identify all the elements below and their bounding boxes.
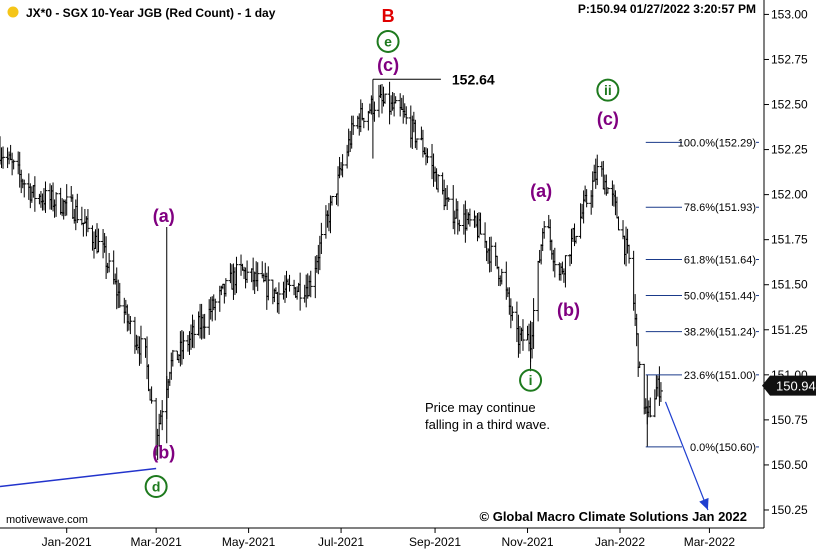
x-tick-label: Jul-2021 xyxy=(318,535,364,549)
y-tick-label: 152.50 xyxy=(771,98,808,112)
price-info: P:150.94 01/27/2022 3:20:57 PM xyxy=(578,2,756,16)
x-tick-label: Jan-2022 xyxy=(595,535,645,549)
projection-arrow-line xyxy=(664,401,709,511)
y-tick-label: 152.75 xyxy=(771,52,808,66)
wave-label: i xyxy=(529,372,533,388)
y-tick-label: 150.50 xyxy=(771,458,808,472)
x-tick-label: Nov-2021 xyxy=(502,535,554,549)
wave-label: (b) xyxy=(557,300,580,320)
x-tick-label: Sep-2021 xyxy=(409,535,461,549)
source-watermark: motivewave.com xyxy=(6,514,88,526)
wave-label-circle xyxy=(144,475,168,499)
trendline xyxy=(0,467,157,488)
y-tick-label: 150.25 xyxy=(771,503,808,517)
current-price-tag: 150.94 xyxy=(762,375,816,396)
note-text: Price may continue xyxy=(425,400,536,415)
note-text: falling in a third wave. xyxy=(425,417,550,432)
high-price-label: 152.64 xyxy=(452,71,495,87)
wave-label: B xyxy=(382,6,395,26)
current-price-value: 150.94 xyxy=(776,379,816,394)
y-tick-label: 151.75 xyxy=(771,233,808,247)
fib-level-label: 100.0%(152.29) xyxy=(678,137,756,149)
price-bars xyxy=(0,79,663,461)
x-tick-label: Mar-2021 xyxy=(130,535,182,549)
y-tick-label: 150.75 xyxy=(771,413,808,427)
y-tick-label: 153.00 xyxy=(771,7,808,21)
wave-label: d xyxy=(152,479,161,495)
wave-labels: Be (c) (a) (b) d ii (c) (a) (b) i xyxy=(144,6,620,499)
wave-label: (c) xyxy=(597,109,619,129)
fib-level-label: 0.0%(150.60) xyxy=(690,442,756,454)
y-tick-label: 151.25 xyxy=(771,323,808,337)
status-dot-icon xyxy=(7,6,19,18)
wave-label: (b) xyxy=(152,442,175,462)
fib-level-label: 61.8%(151.64) xyxy=(684,254,756,266)
y-tick-label: 151.50 xyxy=(771,278,808,292)
x-tick-label: Jan-2021 xyxy=(42,535,92,549)
fib-level-label: 23.6%(151.00) xyxy=(684,370,756,382)
projection-arrow-head xyxy=(699,497,709,510)
copyright-text: © Global Macro Climate Solutions Jan 202… xyxy=(480,509,747,524)
fib-level-label: 38.2%(151.24) xyxy=(684,327,756,339)
wave-label: (a) xyxy=(530,181,552,201)
wave-label-circle xyxy=(519,368,543,392)
wave-label: (c) xyxy=(377,55,399,75)
y-axis-ticks: 150.25150.50150.75151.00151.25151.50151.… xyxy=(764,7,808,517)
wave-label-circle xyxy=(596,78,620,102)
fib-level-label: 78.6%(151.93) xyxy=(684,202,756,214)
wave-label: (a) xyxy=(153,206,175,226)
chart-overlays: 152.64 100.0%(152.29) 78.6%(151.93) 61.8%(1… xyxy=(0,71,759,511)
y-tick-label: 152.00 xyxy=(771,188,808,202)
x-axis-ticks: Jan-2021 Mar-2021 May-2021 Jul-2021 Sep-2021… xyxy=(42,528,736,549)
fib-level-label: 50.0%(151.44) xyxy=(684,291,756,303)
wave-label: e xyxy=(384,33,392,49)
wave-label-circle xyxy=(376,29,400,53)
x-tick-label: Mar-2022 xyxy=(684,535,736,549)
y-tick-label: 152.25 xyxy=(771,143,808,157)
x-tick-label: May-2021 xyxy=(222,535,276,549)
wave-label: ii xyxy=(604,82,612,98)
chart-title: JX*0 - SGX 10-Year JGB (Red Count) - 1 d… xyxy=(26,6,276,20)
